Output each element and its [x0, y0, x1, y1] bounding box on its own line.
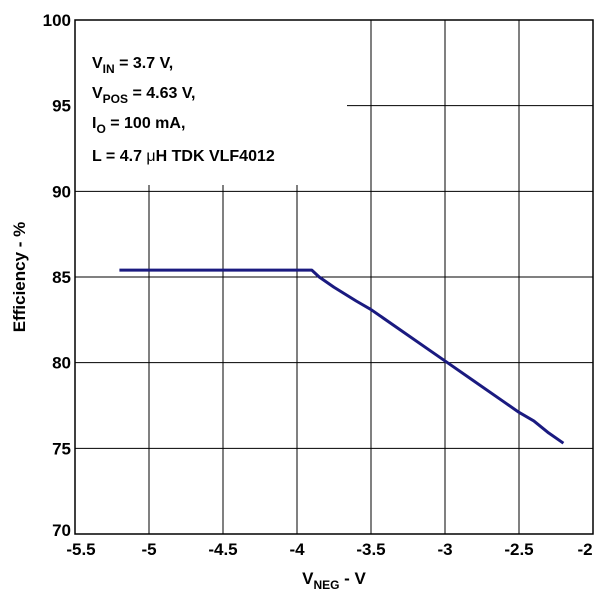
annotation-line-4: L = 4.7 μH TDK VLF4012: [92, 148, 275, 165]
y-tick-label: 70: [52, 521, 71, 540]
y-tick-labels: 70 75 80 85 90 95 100: [43, 11, 71, 540]
efficiency-series-line: [119, 268, 565, 445]
annotation-line-3: IO = 100 mA,: [92, 115, 185, 136]
x-tick-label: -3.5: [356, 540, 385, 559]
x-axis-title: VNEG - V: [302, 569, 366, 590]
annotation-background: [75, 20, 347, 185]
x-tick-label: -5: [141, 540, 156, 559]
x-tick-label: -4: [289, 540, 305, 559]
y-axis-title: Efficiency - %: [10, 222, 29, 333]
y-tick-label: 90: [52, 182, 71, 201]
y-tick-label: 85: [52, 268, 71, 287]
x-tick-label: -4.5: [208, 540, 237, 559]
annotation-box: VIN = 3.7 V, VPOS = 4.63 V, IO = 100 mA,…: [75, 20, 347, 185]
y-tick-label: 80: [52, 354, 71, 373]
y-tick-label: 75: [52, 439, 71, 458]
y-tick-label: 100: [43, 11, 71, 30]
series-layer: [119, 268, 565, 445]
y-tick-label: 95: [52, 97, 71, 116]
x-tick-label: -5.5: [66, 540, 95, 559]
plot-frame: [74, 19, 594, 535]
x-tick-label: -2: [577, 540, 592, 559]
annotation-line-2: VPOS = 4.63 V,: [92, 85, 195, 106]
x-tick-label: -2.5: [504, 540, 533, 559]
annotation-line-1: VIN = 3.7 V,: [92, 55, 173, 76]
x-tick-label: -3: [437, 540, 452, 559]
x-tick-labels: -5.5 -5 -4.5 -4 -3.5 -3 -2.5 -2: [66, 540, 592, 559]
